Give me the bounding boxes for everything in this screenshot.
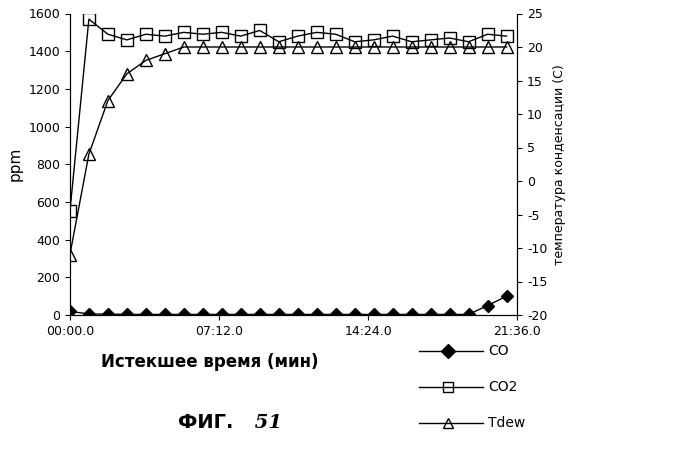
Text: Tdew: Tdew [488, 416, 525, 430]
Text: ФИГ.: ФИГ. [178, 413, 233, 432]
Text: CO: CO [488, 344, 509, 358]
Y-axis label: ppm: ppm [8, 147, 23, 181]
Text: 51: 51 [248, 414, 282, 432]
Y-axis label: температура конденсации (C): температура конденсации (C) [553, 64, 566, 265]
Text: CO2: CO2 [488, 380, 517, 394]
Text: Истекшее время (мин): Истекшее время (мин) [101, 353, 319, 371]
